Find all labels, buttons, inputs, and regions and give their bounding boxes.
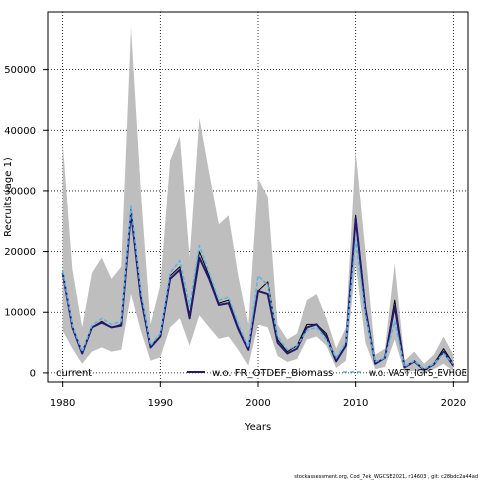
y-tick-label: 20000 [4, 247, 36, 258]
series-line-vast-igfs [61, 205, 454, 371]
y-tick-label: 30000 [4, 186, 36, 197]
legend: current w.o. FR_OTDEF_Biomass w.o. VAST_… [56, 368, 467, 379]
x-tick-label: 1990 [148, 398, 173, 409]
x-axis-ticks: 1980 1990 2000 2010 2020 [50, 382, 466, 409]
series-lines [61, 205, 455, 371]
footer-provenance: stockassessment.org, Cod_7ek_WGCSE2021, … [294, 474, 478, 480]
y-tick-label: 0 [30, 368, 36, 379]
x-axis-title: Years [244, 422, 271, 433]
confidence-band [62, 27, 454, 373]
legend-label-vast-igfs: w.o. VAST_IGFS_EVHOE [369, 368, 467, 379]
y-axis-title: Recruits (age 1) [3, 157, 14, 237]
x-tick-label: 1980 [50, 398, 75, 409]
legend-label-fr-otdef: w.o. FR_OTDEF_Biomass [212, 368, 333, 379]
confidence-band-group [62, 27, 454, 373]
y-axis-ticks: 0 10000 20000 30000 40000 50000 [4, 65, 48, 379]
x-tick-label: 2020 [441, 398, 466, 409]
legend-label-current: current [56, 368, 92, 379]
y-tick-label: 40000 [4, 126, 36, 137]
y-tick-label: 50000 [4, 65, 36, 76]
y-tick-label: 10000 [4, 308, 36, 319]
x-tick-label: 2010 [343, 398, 368, 409]
x-tick-label: 2000 [245, 398, 270, 409]
